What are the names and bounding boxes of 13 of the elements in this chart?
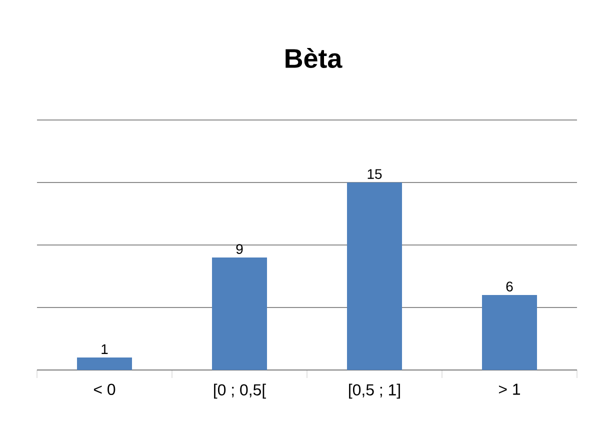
data-label: 6 xyxy=(506,282,513,292)
data-label: 15 xyxy=(368,169,382,179)
data-label: 1 xyxy=(102,344,108,354)
bar xyxy=(347,182,402,370)
x-tick-label: [0,5 ; 1] xyxy=(349,384,400,399)
bar xyxy=(482,295,538,370)
chart-title: Bèta xyxy=(286,48,342,68)
data-label: 9 xyxy=(236,244,243,254)
x-tick-label: [0 ; 0,5[ xyxy=(214,384,266,399)
bar xyxy=(212,258,268,370)
x-tick-label: < 0 xyxy=(94,384,116,396)
bar xyxy=(77,358,132,370)
x-tick-label: > 1 xyxy=(498,384,520,395)
